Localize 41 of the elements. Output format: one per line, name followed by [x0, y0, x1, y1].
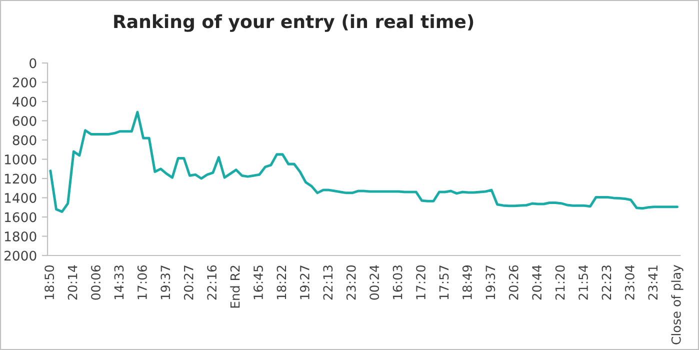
x-tick-label: 00:24	[370, 265, 380, 300]
x-tick-label: 20:44	[532, 265, 542, 300]
x-tick-label: 18:50	[44, 265, 54, 300]
x-tick-label: 19:37	[486, 266, 496, 300]
y-tick-label: 2000	[4, 250, 36, 261]
chart-title: Ranking of your entry (in real time)	[114, 14, 474, 32]
y-tick-label: 800	[12, 135, 36, 146]
x-tick-label: 17:06	[137, 265, 147, 300]
y-tick-label: 1800	[4, 231, 36, 242]
x-tick-label: 22:16	[207, 265, 217, 300]
y-tick-label: 0	[30, 58, 36, 68]
y-tick-label: 1400	[4, 192, 36, 203]
x-tick-label: 23:04	[624, 265, 634, 300]
x-tick-label: 23:20	[346, 265, 356, 300]
x-tick-label: 16:03	[392, 266, 402, 300]
x-tick-label: 22:13	[323, 266, 333, 300]
y-tick-label: 400	[12, 96, 36, 107]
x-tick-label: 22:23	[602, 266, 612, 300]
x-tick-label: 14:33	[114, 266, 124, 300]
y-tick-label: 1000	[4, 154, 36, 164]
y-tick-label: 1200	[4, 174, 36, 184]
x-tick-label: 18:49	[462, 265, 472, 300]
x-tick-label: 16:45	[254, 266, 263, 300]
x-tick-label: 20:27	[184, 266, 194, 300]
y-tick-label: 1600	[4, 212, 36, 222]
x-tick-label: 20:14	[68, 265, 78, 300]
x-tick-label: 21:20	[555, 265, 565, 300]
x-tick-label: Close of play	[671, 264, 684, 344]
x-tick-label: 17:57	[439, 266, 449, 300]
x-tick-label: 00:06	[91, 265, 100, 300]
x-tick-label: 19:37	[160, 266, 170, 300]
y-tick-label: 600	[12, 116, 36, 126]
x-tick-label: 21:54	[578, 265, 588, 300]
line-series	[49, 110, 678, 213]
x-tick-label: 23:41	[648, 266, 658, 300]
x-tick-label: 18:22	[276, 266, 286, 300]
x-tick-label: 20:26	[508, 265, 518, 300]
x-tick-label: 19:27	[300, 266, 310, 300]
x-tick-label: End R2	[230, 266, 240, 308]
y-tick-label: 200	[12, 77, 36, 88]
x-tick-label: 17:20	[416, 265, 426, 300]
